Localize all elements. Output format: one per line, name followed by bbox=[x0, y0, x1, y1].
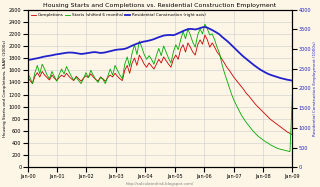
Title: Housing Starts and Completions vs. Residential Construction Employment: Housing Starts and Completions vs. Resid… bbox=[44, 3, 276, 8]
Completions bbox=[215, 51, 219, 53]
Completions bbox=[103, 80, 107, 82]
Completions bbox=[26, 76, 29, 78]
Completions bbox=[291, 134, 294, 136]
Line: Residential Construction (right axis): Residential Construction (right axis) bbox=[28, 27, 292, 81]
Completions bbox=[203, 34, 207, 36]
Residential Construction (right axis) bbox=[291, 79, 294, 82]
Starts (shifted 6 months) bbox=[288, 151, 292, 153]
Line: Completions: Completions bbox=[28, 35, 292, 135]
Starts (shifted 6 months) bbox=[103, 82, 107, 85]
Residential Construction (right axis) bbox=[203, 26, 207, 28]
Residential Construction (right axis) bbox=[286, 79, 290, 81]
Completions bbox=[276, 124, 280, 126]
Y-axis label: Residential Construction Employment (1000s): Residential Construction Employment (100… bbox=[313, 41, 317, 136]
Residential Construction (right axis) bbox=[147, 39, 151, 42]
Residential Construction (right axis) bbox=[103, 51, 107, 53]
Legend: Completions, Starts (shifted 6 months), Residential Construction (right axis): Completions, Starts (shifted 6 months), … bbox=[30, 12, 207, 19]
Starts (shifted 6 months) bbox=[276, 147, 280, 150]
Starts (shifted 6 months) bbox=[203, 23, 207, 25]
Residential Construction (right axis) bbox=[276, 76, 280, 78]
Y-axis label: Housing Starts and Completions, SAAR (1000s): Housing Starts and Completions, SAAR (10… bbox=[3, 40, 7, 137]
Starts (shifted 6 months) bbox=[155, 55, 158, 57]
Starts (shifted 6 months) bbox=[291, 93, 294, 96]
Starts (shifted 6 months) bbox=[26, 72, 29, 74]
Starts (shifted 6 months) bbox=[286, 150, 290, 152]
Line: Starts (shifted 6 months): Starts (shifted 6 months) bbox=[28, 24, 292, 152]
Starts (shifted 6 months) bbox=[147, 55, 151, 57]
Completions bbox=[147, 62, 151, 64]
Completions bbox=[155, 63, 158, 65]
Residential Construction (right axis) bbox=[155, 37, 158, 39]
Residential Construction (right axis) bbox=[26, 59, 29, 61]
Residential Construction (right axis) bbox=[215, 32, 219, 34]
Completions bbox=[286, 131, 290, 133]
Starts (shifted 6 months) bbox=[215, 46, 219, 48]
Text: http://calculatedrisk.blogspot.com/: http://calculatedrisk.blogspot.com/ bbox=[126, 182, 194, 186]
